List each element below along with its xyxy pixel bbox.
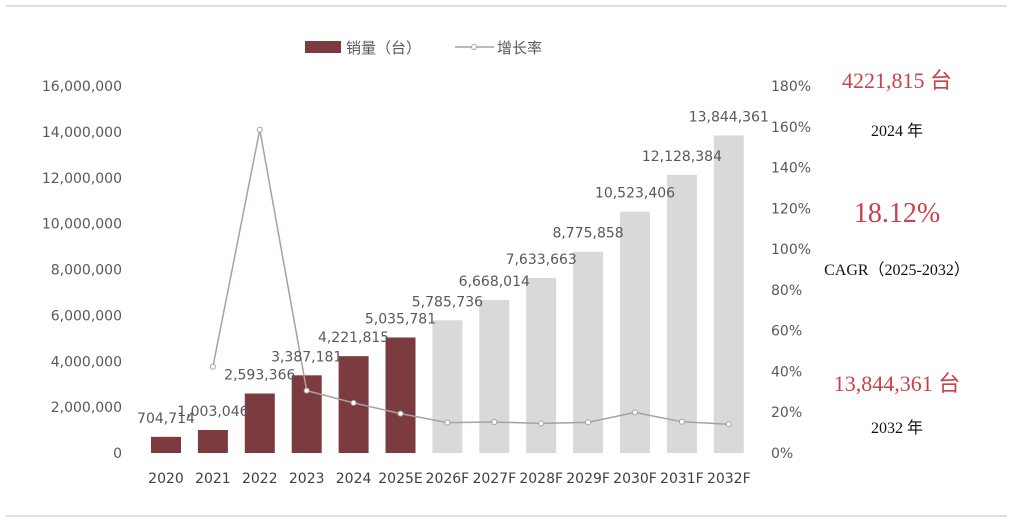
bar-value-label: 6,668,014: [459, 274, 530, 290]
growth-point: [444, 419, 451, 426]
right-tick-label: 100%: [771, 242, 811, 258]
sales-2032-value: 13,844,361 台: [833, 371, 961, 396]
growth-line: [212, 129, 729, 426]
bar-value-label: 7,633,663: [506, 252, 577, 268]
category-label: 2028F: [519, 471, 563, 487]
category-label: 2021: [195, 471, 231, 487]
bar-value-label: 2,593,366: [224, 368, 295, 384]
legend: 销量（台） 增长率: [305, 39, 542, 57]
right-axis: 0% 20% 40% 60% 80% 100% 120% 140% 160% 180%: [771, 79, 811, 462]
left-axis: 0 2,000,000 4,000,000 6,000,000 8,000,000 10,…: [42, 79, 122, 462]
growth-point: [303, 387, 310, 394]
cagr-value: 18.12%: [853, 198, 941, 229]
growth-point: [678, 418, 685, 425]
right-tick-label: 0%: [771, 446, 793, 462]
left-tick-label: 16,000,000: [42, 79, 122, 95]
right-tick-label: 60%: [771, 324, 802, 340]
growth-point: [632, 409, 638, 416]
left-tick-label: 8,000,000: [51, 263, 122, 279]
category-label: 2026F: [426, 471, 470, 487]
right-tick-label: 80%: [771, 283, 802, 299]
growth-point: [491, 419, 498, 426]
bar-value-label: 704,714: [137, 411, 195, 427]
left-tick-label: 10,000,000: [42, 217, 122, 233]
category-label: 2023: [289, 471, 325, 487]
bar-value-label: 8,775,858: [552, 226, 623, 242]
bar-2031F: [666, 174, 697, 454]
category-label: 2031F: [660, 471, 704, 487]
bar-2028F: [526, 277, 557, 453]
growth-point: [209, 363, 216, 370]
bar-2025E: [385, 337, 416, 453]
bar-value-label: 13,844,361: [689, 109, 769, 125]
category-label: 2030F: [613, 471, 657, 487]
growth-point: [350, 399, 357, 406]
growth-point: [585, 419, 592, 426]
right-tick-label: 140%: [771, 161, 811, 177]
bar-2032F: [713, 135, 744, 453]
category-label: 2025E: [378, 471, 422, 487]
category-label: 2020: [148, 471, 184, 487]
bar-value-label: 3,387,181: [271, 349, 342, 365]
legend-bar-swatch: [305, 41, 341, 53]
bar-2027F: [479, 300, 510, 453]
left-tick-label: 4,000,000: [51, 354, 122, 370]
bar-2026F: [432, 320, 463, 453]
bar-2020: [151, 436, 181, 453]
bar-series: [151, 135, 744, 454]
category-label: 2029F: [566, 471, 610, 487]
bar-value-label: 12,128,384: [642, 149, 722, 165]
left-tick-label: 0: [113, 446, 122, 462]
left-tick-label: 14,000,000: [42, 125, 122, 141]
category-axis: 2020 2021 2022 2023 2024 2025E 2026F 2027F 2028F…: [148, 471, 750, 487]
legend-bar-label: 销量（台）: [346, 39, 421, 57]
legend-line-marker: [471, 44, 477, 50]
growth-point: [538, 420, 545, 427]
bar-value-label: 10,523,406: [595, 186, 675, 202]
legend-line-label: 增长率: [497, 39, 542, 57]
right-tick-label: 160%: [771, 120, 811, 136]
right-tick-label: 20%: [771, 405, 802, 421]
year-2032-label: 2032 年: [870, 420, 923, 437]
right-tick-label: 120%: [771, 201, 811, 217]
bar-value-label: 5,785,736: [412, 294, 483, 310]
category-label: 2027F: [472, 471, 516, 487]
right-tick-label: 40%: [771, 364, 802, 380]
right-tick-label: 180%: [771, 79, 811, 95]
growth-point: [725, 421, 732, 428]
bar-2021: [197, 429, 228, 453]
left-tick-label: 2,000,000: [51, 400, 122, 416]
bar-value-label: 1,003,046: [177, 404, 248, 420]
growth-point: [397, 410, 404, 417]
category-label: 2032F: [707, 471, 751, 487]
bar-2022: [244, 393, 275, 453]
left-tick-label: 6,000,000: [51, 308, 122, 324]
sales-2024-value: 4221,815 台: [841, 68, 952, 93]
left-tick-label: 12,000,000: [42, 171, 122, 187]
category-label: 2022: [242, 471, 278, 487]
year-2024-label: 2024 年: [870, 123, 923, 140]
growth-point: [256, 126, 263, 133]
bar-value-label: 4,221,815: [318, 330, 389, 346]
cagr-label: CAGR（2025-2032）: [824, 262, 970, 279]
category-label: 2024: [336, 471, 372, 487]
bar-2030F: [620, 211, 650, 453]
bar-value-label: 5,035,781: [365, 311, 436, 327]
growth-line-series: [209, 126, 732, 428]
